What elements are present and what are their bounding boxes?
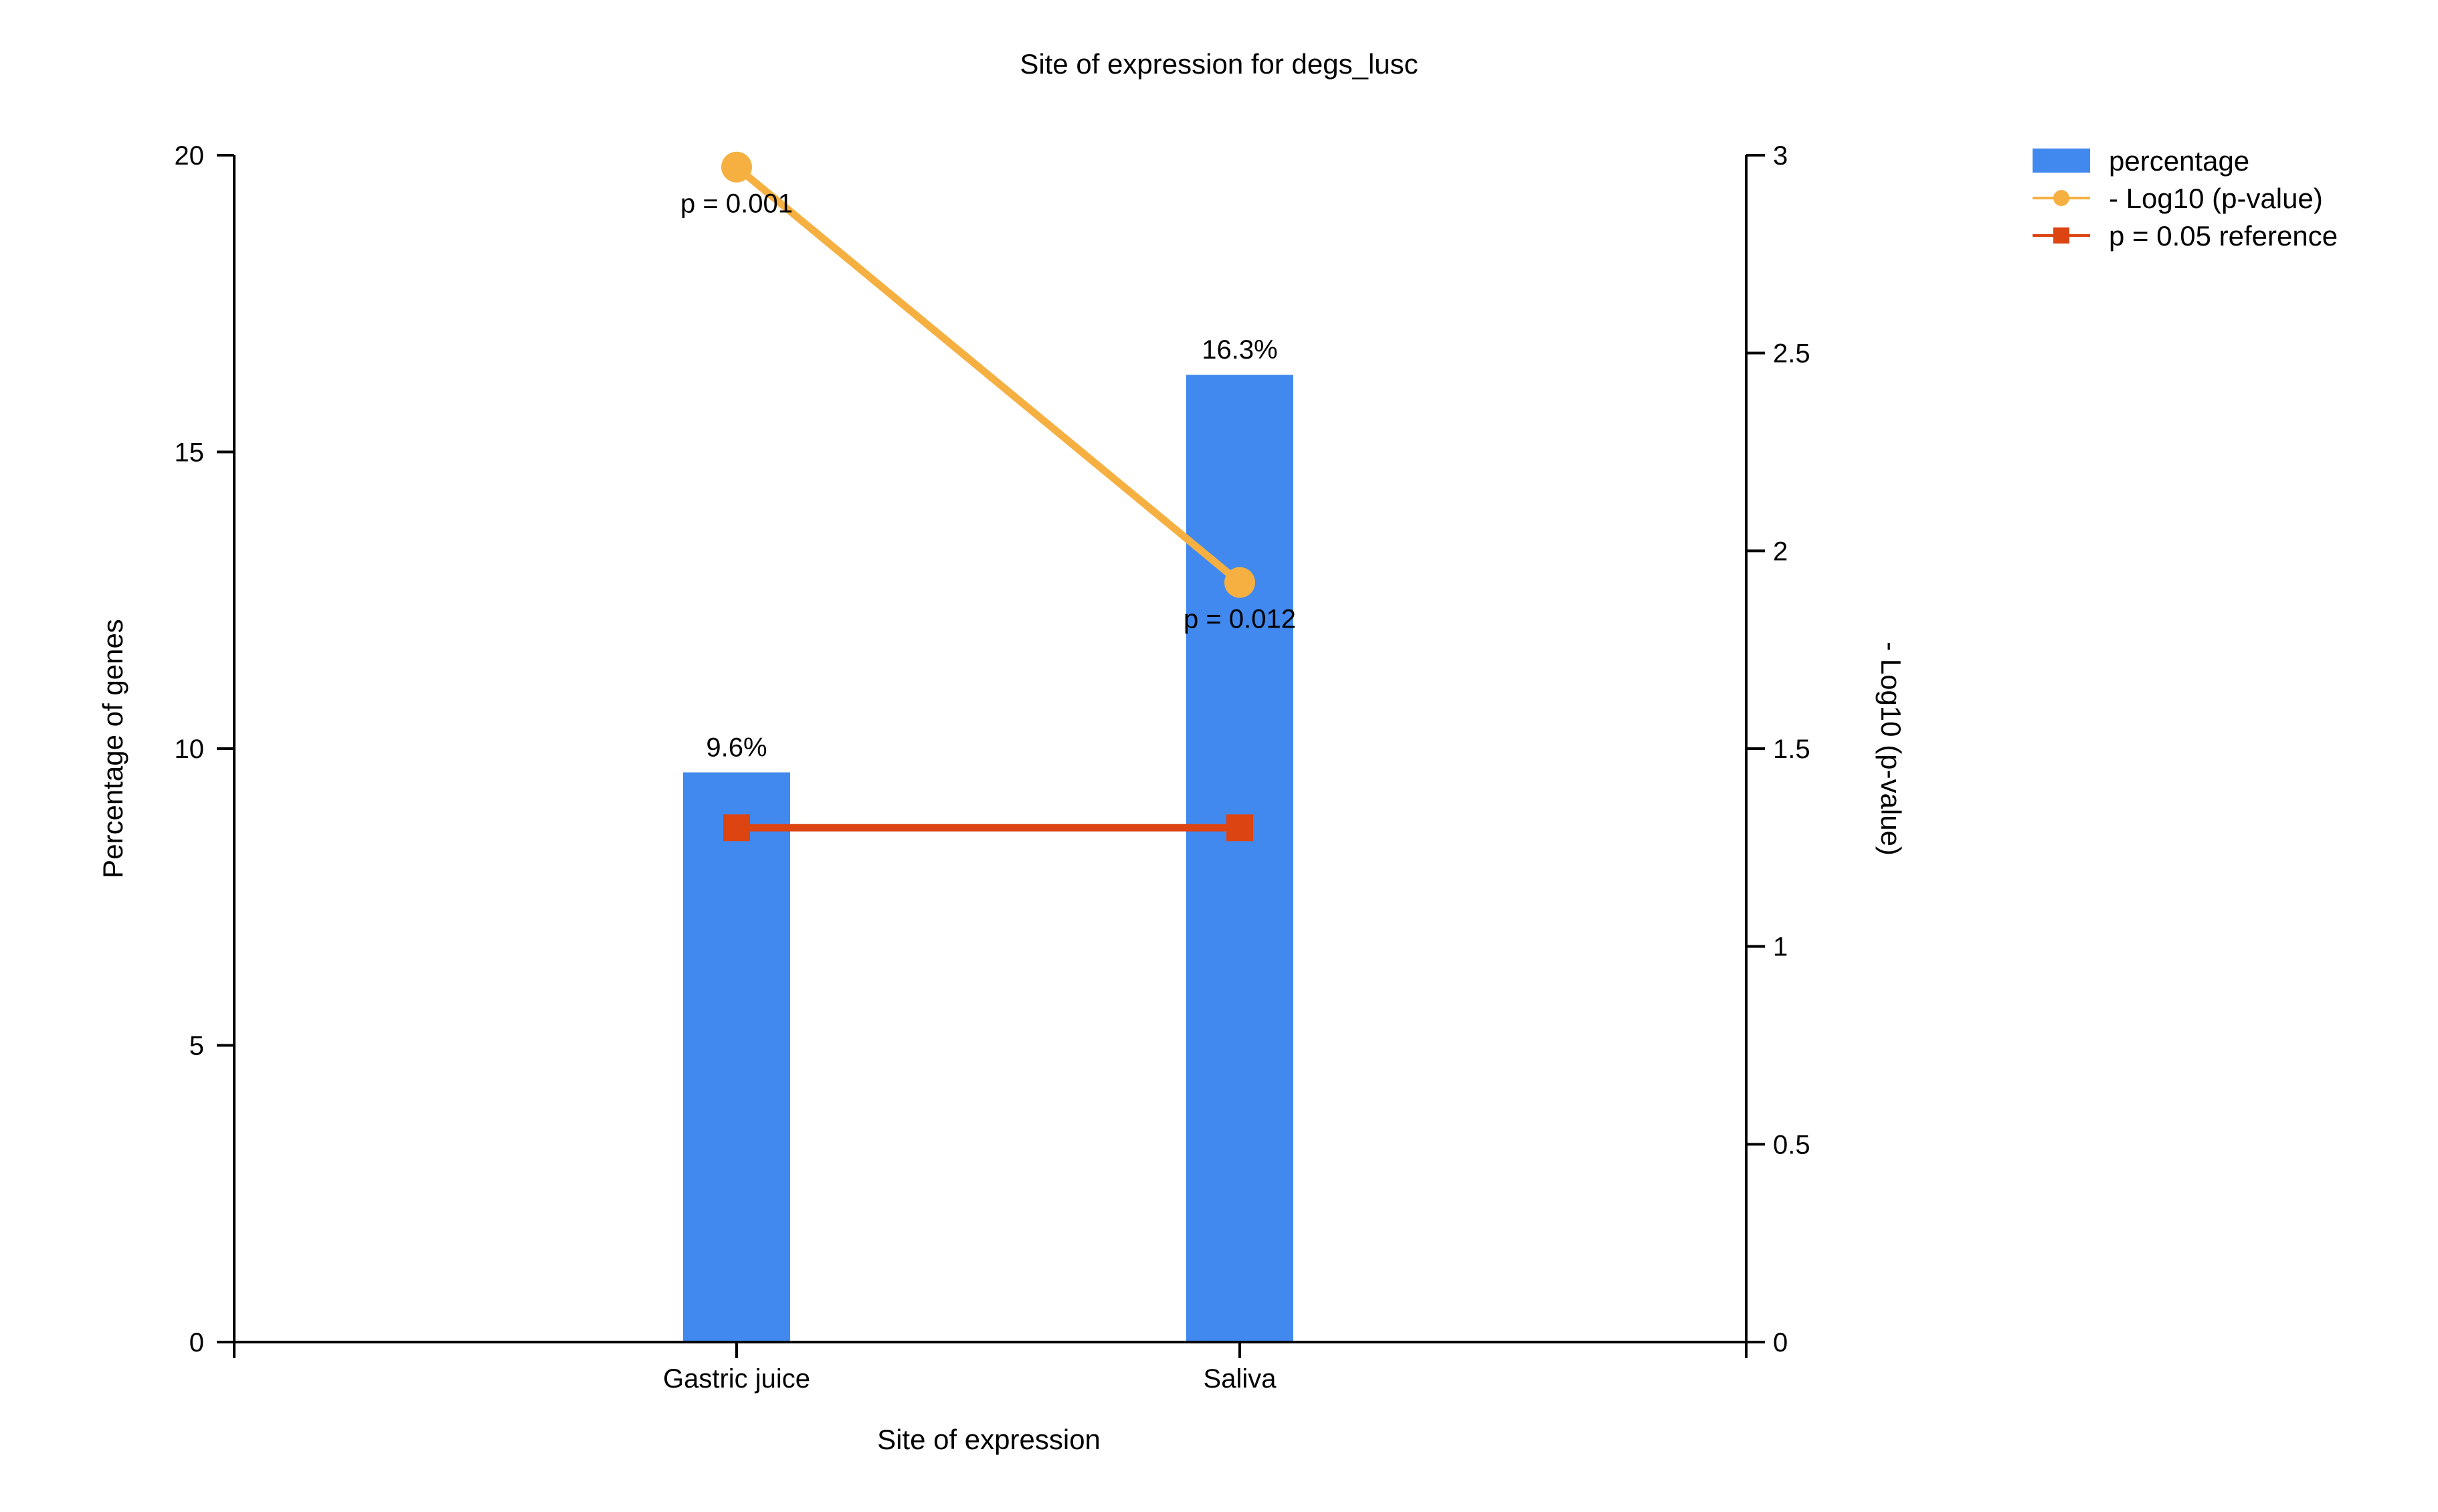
pvalue-label: p = 0.001 (680, 189, 793, 219)
right-y-tick-label: 0 (1773, 1328, 1788, 1357)
log10-pvalue-point (1224, 567, 1255, 598)
bar-data-label: 16.3% (1202, 335, 1277, 365)
bars-layer: 9.6% 16.3% (683, 335, 1293, 1343)
bar-data-label: 9.6% (706, 733, 767, 762)
legend-label: - Log10 (p-value) (2109, 183, 2323, 214)
x-ticks: Gastric juice Saliva (233, 1342, 1748, 1394)
legend-label: percentage (2109, 145, 2249, 177)
y-axis-title: Percentage of genes (97, 619, 128, 878)
right-y-ticks: 0 0.5 1 1.5 2 2.5 3 (1746, 141, 1810, 1357)
reference-square-marker (1226, 814, 1253, 842)
legend-label: p = 0.05 reference (2109, 220, 2338, 252)
bar-percentage (683, 772, 790, 1342)
left-y-ticks: 0 5 10 15 20 (175, 141, 234, 1357)
log10-pvalue-point (721, 151, 752, 183)
right-y-tick-label: 1 (1773, 933, 1788, 962)
right-y-tick-label: 0.5 (1773, 1130, 1810, 1159)
y2-axis-title: - Log10 (p-value) (1875, 642, 1907, 856)
left-y-tick-label: 0 (189, 1328, 204, 1357)
reference-square-marker (723, 814, 750, 842)
left-y-tick-label: 5 (189, 1032, 204, 1061)
left-y-tick-label: 15 (175, 438, 205, 468)
lines-layer: p = 0.001 p = 0.012 (680, 151, 1296, 842)
right-y-tick-label: 2.5 (1773, 339, 1810, 369)
legend-square-marker (2053, 227, 2069, 244)
left-y-tick-label: 20 (175, 141, 205, 171)
bar-percentage (1186, 375, 1293, 1343)
pvalue-label: p = 0.012 (1184, 605, 1296, 634)
x-tick-label: Gastric juice (663, 1364, 810, 1394)
x-axis-title: Site of expression (877, 1424, 1101, 1455)
legend: percentage - Log10 (p-value) p = 0.05 refe… (2033, 145, 2338, 252)
legend-swatch-percentage (2033, 149, 2090, 173)
log10-pvalue-line (734, 164, 1242, 585)
chart-title: Site of expression for degs_lusc (1020, 48, 1418, 80)
right-y-tick-label: 3 (1773, 141, 1788, 171)
x-tick-label: Saliva (1204, 1364, 1277, 1394)
left-y-tick-label: 10 (175, 735, 205, 764)
legend-circle-marker (2053, 190, 2069, 206)
right-y-tick-label: 2 (1773, 537, 1788, 566)
right-y-tick-label: 1.5 (1773, 735, 1810, 764)
